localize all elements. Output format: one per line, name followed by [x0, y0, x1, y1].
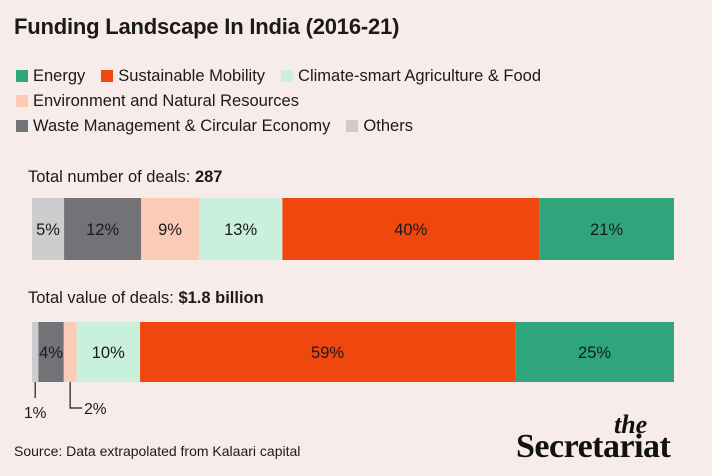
- bar-value-label-energy-deals: 21%: [590, 221, 623, 239]
- legend-label-agri: Climate-smart Agriculture & Food: [298, 67, 542, 85]
- bar-segment-others-value: [32, 322, 39, 382]
- bar-value-label-waste-deals: 12%: [86, 221, 119, 239]
- chart-title: Funding Landscape In India (2016-21): [14, 14, 400, 39]
- brand-name: Secretariat: [516, 428, 671, 465]
- bar-segment-mobility-deals: [282, 198, 540, 260]
- bar-segment-others-deals: [32, 198, 65, 260]
- brand-logo: the Secretariat: [516, 410, 696, 465]
- bar-segment-waste-value: [38, 322, 64, 382]
- callout-label-env: 2%: [84, 401, 107, 418]
- legend-swatch-mobility: [101, 70, 114, 82]
- bar-value-label-energy-value: 25%: [578, 344, 611, 362]
- legend-swatch-agri: [281, 70, 294, 82]
- legend-item-energy: Energy: [16, 64, 85, 89]
- bar-segment-waste-deals: [64, 198, 142, 260]
- legend-label-env: Environment and Natural Resources: [33, 92, 299, 110]
- bar-segment-energy-value: [515, 322, 674, 382]
- deals-count-text: Total number of deals:: [28, 168, 195, 186]
- bar-segment-agri-value: [76, 322, 141, 382]
- deals-value-value: $1.8 billion: [178, 289, 264, 307]
- bar-value-label-mobility-deals: 40%: [394, 221, 427, 239]
- bar-value-label-mobility-value: 59%: [311, 344, 344, 362]
- legend-swatch-waste: [16, 120, 28, 132]
- bar-segment-env-deals: [141, 198, 199, 260]
- deals-value-label: Total value of deals: $1.8 billion: [28, 289, 264, 308]
- legend-label-mobility: Sustainable Mobility: [118, 67, 266, 85]
- legend-label-waste: Waste Management & Circular Economy: [33, 117, 331, 135]
- source-note: Source: Data extrapolated from Kalaari c…: [14, 443, 301, 459]
- legend-label-energy: Energy: [33, 67, 86, 85]
- bar-segment-energy-deals: [539, 198, 674, 260]
- bar-value-label-waste-value: 4%: [39, 344, 63, 362]
- callout-line-env: [69, 382, 83, 409]
- bar-segment-agri-deals: [198, 198, 283, 260]
- legend-swatch-energy: [16, 70, 28, 82]
- legend-item-mobility: Sustainable Mobility: [101, 64, 265, 89]
- deals-value-text: Total value of deals:: [28, 289, 179, 307]
- callout-label-others: 1%: [24, 405, 47, 422]
- brand-the: the: [614, 410, 648, 439]
- bar-value-label-others-deals: 5%: [36, 221, 60, 239]
- legend-item-agri: Climate-smart Agriculture & Food: [281, 64, 541, 89]
- bar-segment-env-value: [63, 322, 77, 382]
- bar-value-label-agri-deals: 13%: [224, 221, 257, 239]
- bar-segment-mobility-value: [140, 322, 516, 382]
- bar-value-label-env-deals: 9%: [158, 221, 182, 239]
- legend: Energy Sustainable Mobility Climate-smart …: [16, 64, 706, 139]
- bar-value-label-agri-value: 10%: [92, 344, 125, 362]
- legend-label-others: Others: [363, 117, 413, 135]
- legend-item-env: Environment and Natural Resources: [16, 89, 299, 114]
- legend-item-waste: Waste Management & Circular Economy: [16, 114, 330, 139]
- deals-count-value: 287: [194, 168, 223, 186]
- legend-item-others: Others: [346, 114, 413, 139]
- deals-count-label: Total number of deals: 287: [28, 168, 222, 187]
- legend-swatch-others: [346, 120, 359, 132]
- legend-swatch-env: [16, 95, 28, 107]
